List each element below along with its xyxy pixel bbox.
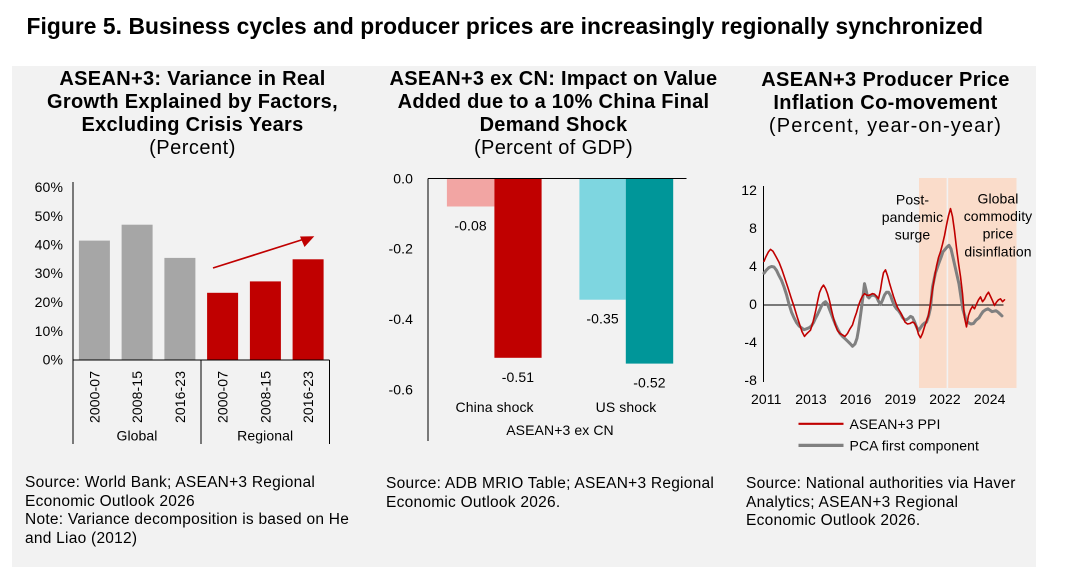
svg-text:price: price: [983, 226, 1014, 242]
svg-text:-0.52: -0.52: [633, 375, 666, 391]
svg-text:2008-15: 2008-15: [257, 371, 273, 423]
svg-text:60%: 60%: [35, 179, 63, 195]
svg-text:2000-07: 2000-07: [215, 371, 231, 423]
svg-text:2019: 2019: [885, 391, 917, 407]
svg-text:2013: 2013: [795, 391, 827, 407]
svg-text:Regional: Regional: [237, 428, 293, 444]
svg-text:2016-23: 2016-23: [172, 371, 188, 423]
svg-text:-0.2: -0.2: [388, 241, 413, 257]
svg-text:Global: Global: [116, 428, 157, 444]
svg-text:2016: 2016: [840, 391, 872, 407]
svg-text:2000-07: 2000-07: [86, 371, 102, 423]
svg-text:disinflation: disinflation: [964, 243, 1031, 259]
svg-text:China shock: China shock: [456, 399, 535, 415]
svg-text:-0.08: -0.08: [454, 218, 487, 234]
svg-text:-0.51: -0.51: [502, 369, 535, 385]
svg-text:Post-: Post-: [896, 191, 929, 207]
svg-text:2024: 2024: [974, 391, 1006, 407]
svg-text:0%: 0%: [43, 352, 63, 368]
svg-text:2011: 2011: [751, 391, 782, 407]
svg-text:surge: surge: [895, 227, 931, 243]
svg-text:8: 8: [749, 220, 757, 236]
svg-text:20%: 20%: [35, 294, 63, 310]
svg-text:ASEAN+3 PPI: ASEAN+3 PPI: [850, 416, 941, 432]
svg-text:4: 4: [749, 258, 757, 274]
svg-text:2022: 2022: [929, 391, 961, 407]
svg-text:US shock: US shock: [596, 399, 658, 415]
svg-text:ASEAN+3 ex CN: ASEAN+3 ex CN: [506, 422, 614, 438]
svg-text:pandemic: pandemic: [882, 209, 944, 225]
svg-text:commodity: commodity: [964, 208, 1033, 224]
svg-text:12: 12: [741, 182, 757, 198]
svg-text:0.0: 0.0: [393, 170, 413, 186]
svg-text:10%: 10%: [35, 323, 63, 339]
svg-text:Global: Global: [977, 190, 1018, 206]
svg-text:PCA first component: PCA first component: [850, 437, 980, 453]
svg-text:-4: -4: [744, 334, 757, 350]
svg-text:0: 0: [749, 296, 757, 312]
svg-text:-0.4: -0.4: [388, 311, 413, 327]
svg-text:40%: 40%: [35, 237, 63, 253]
svg-text:2016-23: 2016-23: [300, 371, 316, 423]
svg-text:-0.35: -0.35: [586, 311, 619, 327]
svg-text:50%: 50%: [35, 208, 63, 224]
svg-text:2008-15: 2008-15: [129, 371, 145, 423]
svg-text:-0.6: -0.6: [388, 382, 413, 398]
svg-text:30%: 30%: [35, 265, 63, 281]
svg-text:-8: -8: [744, 372, 757, 388]
